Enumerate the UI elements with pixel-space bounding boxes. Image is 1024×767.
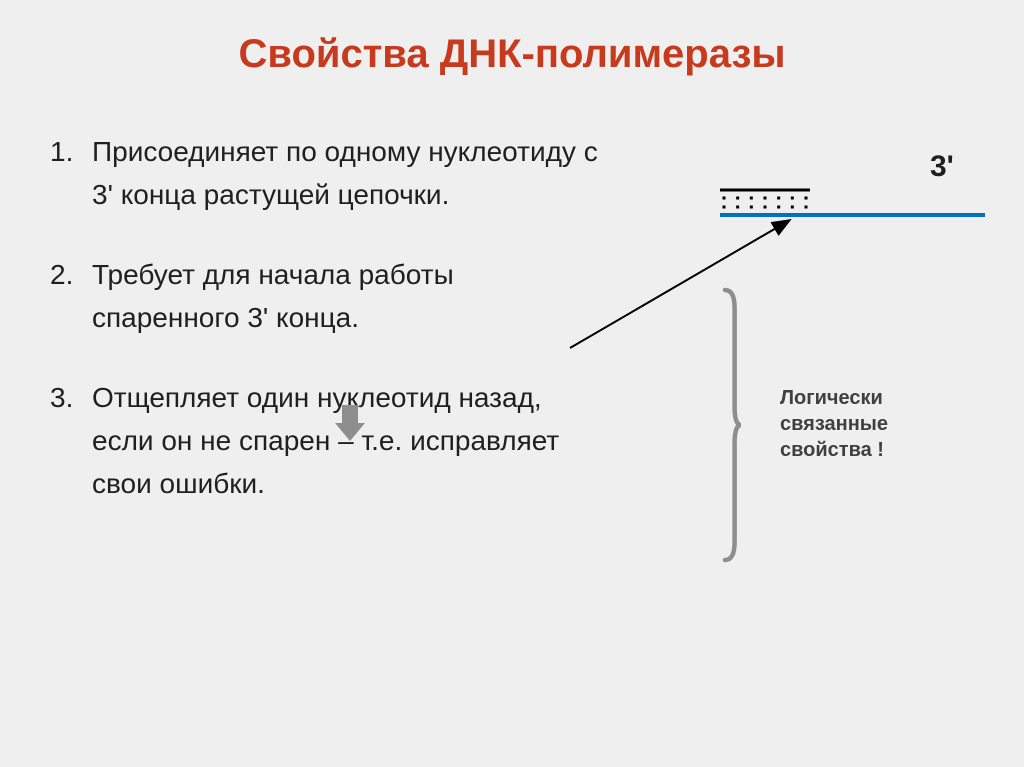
sidenote: Логически связанные свойства ! bbox=[780, 385, 950, 463]
properties-list: 1. Присоединяет по одному нуклеотиду с 3… bbox=[50, 130, 600, 542]
list-item: 3. Отщепляет один нуклеотид назад, если … bbox=[50, 376, 600, 506]
basepair-dot bbox=[805, 206, 808, 209]
basepair-dot bbox=[723, 197, 726, 200]
basepair-dot bbox=[750, 197, 753, 200]
basepair-dot bbox=[777, 206, 780, 209]
three-prime-text: 3' bbox=[930, 150, 954, 183]
list-item-number: 3. bbox=[50, 376, 92, 506]
basepair-dot bbox=[791, 206, 794, 209]
list-item-text: Требует для начала работы спаренного 3' … bbox=[92, 253, 600, 340]
list-item-text: Присоединяет по одному нуклеотиду с 3' к… bbox=[92, 130, 600, 217]
basepair-dot bbox=[764, 197, 767, 200]
list-item: 2. Требует для начала работы спаренного … bbox=[50, 253, 600, 340]
slide-title-text: Свойства ДНК-полимеразы bbox=[239, 32, 786, 76]
basepair-dot bbox=[764, 206, 767, 209]
slide-title: Свойства ДНК-полимеразы bbox=[0, 32, 1024, 77]
list-item: 1. Присоединяет по одному нуклеотиду с 3… bbox=[50, 130, 600, 217]
sidenote-text: Логически связанные свойства ! bbox=[780, 387, 888, 461]
list-item-number: 2. bbox=[50, 253, 92, 340]
three-prime-label: 3' bbox=[930, 150, 954, 184]
list-item-number: 1. bbox=[50, 130, 92, 217]
curly-bracket bbox=[725, 290, 741, 560]
basepair-dot bbox=[723, 206, 726, 209]
basepair-dot bbox=[736, 206, 739, 209]
list-item-text: Отщепляет один нуклеотид назад, если он … bbox=[92, 376, 600, 506]
basepair-dot bbox=[736, 197, 739, 200]
basepair-dot bbox=[791, 197, 794, 200]
basepair-dot bbox=[805, 197, 808, 200]
basepair-dot bbox=[750, 206, 753, 209]
pointer-arrow bbox=[570, 220, 790, 348]
basepair-dot bbox=[777, 197, 780, 200]
